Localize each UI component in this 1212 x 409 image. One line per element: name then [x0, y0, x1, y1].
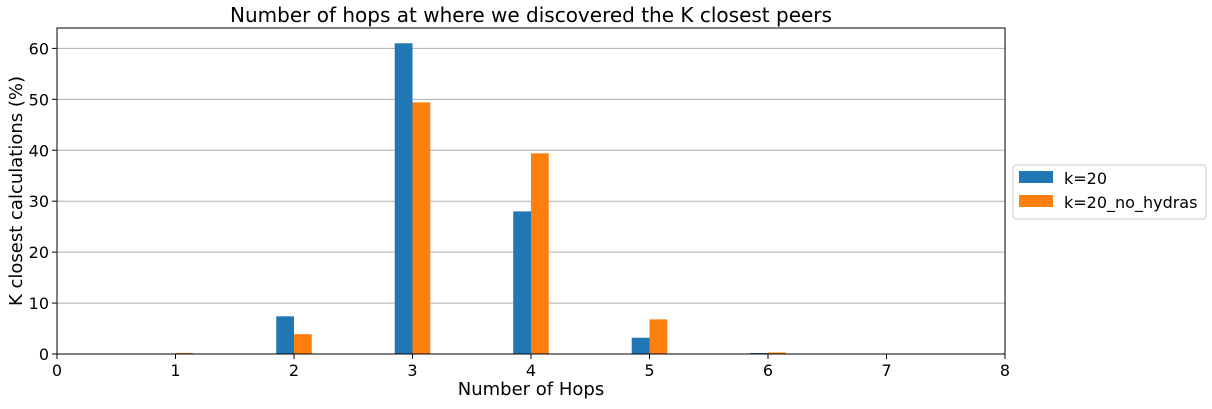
legend: k=20 k=20_no_hydras [1012, 164, 1207, 220]
y-tick-label: 20 [29, 243, 49, 262]
y-tick-label: 0 [39, 345, 49, 364]
y-tick-label: 40 [29, 141, 49, 160]
x-tick-label: 0 [52, 361, 62, 380]
legend-swatch-k20-no-hydras [1019, 195, 1053, 207]
x-tick-label: 1 [170, 361, 180, 380]
x-tick-label: 2 [289, 361, 299, 380]
y-tick-label: 10 [29, 294, 49, 313]
bar-k20-no-hydras [412, 102, 431, 355]
bars [175, 43, 786, 355]
y-axis-ticks: 0 10 20 30 40 50 60 [29, 39, 57, 364]
y-tick-label: 60 [29, 39, 49, 58]
x-tick-label: 6 [763, 361, 773, 380]
legend-label-k20-no-hydras: k=20_no_hydras [1064, 193, 1197, 213]
x-tick-label: 8 [1000, 361, 1010, 380]
y-axis-label: K closest calculations (%) [6, 76, 27, 306]
bar-k20 [276, 316, 294, 354]
bar-k20-no-hydras [531, 153, 549, 354]
legend-frame [1012, 164, 1207, 220]
chart-title: Number of hops at where we discovered th… [230, 3, 832, 27]
x-axis-label: Number of Hops [458, 379, 604, 400]
bar-k20 [631, 337, 650, 354]
y-tick-label: 30 [29, 192, 49, 211]
x-tick-label: 5 [644, 361, 654, 380]
x-tick-label: 4 [526, 361, 536, 380]
bar-k20 [513, 211, 531, 354]
bar-k20 [394, 43, 413, 354]
y-tick-label: 50 [29, 90, 49, 109]
bar-k20-no-hydras [175, 352, 194, 354]
bar-k20-no-hydras [768, 352, 786, 354]
x-tick-label: 3 [407, 361, 417, 380]
x-axis-ticks: 0 1 2 3 4 5 6 7 8 [52, 354, 1010, 380]
bar-k20 [750, 352, 768, 354]
legend-label-k20: k=20 [1064, 169, 1107, 188]
legend-swatch-k20 [1019, 171, 1053, 183]
bar-k20-no-hydras [294, 334, 312, 354]
bar-k20-no-hydras [649, 319, 668, 354]
x-tick-label: 7 [881, 361, 891, 380]
